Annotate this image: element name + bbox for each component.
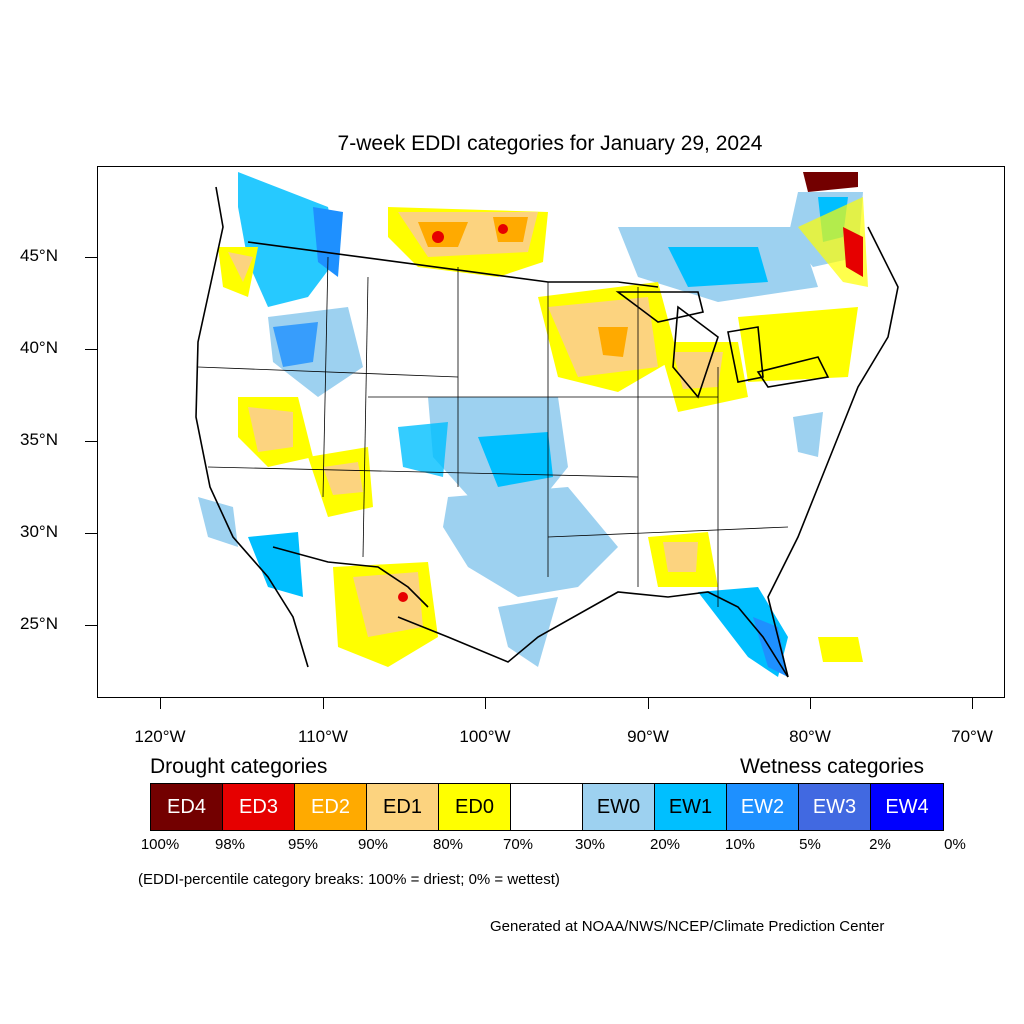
lon-label: 120°W bbox=[134, 727, 186, 746]
percentile-label: 90% bbox=[357, 836, 389, 853]
legend-box-ew3: EW3 bbox=[799, 784, 871, 830]
lon-label: 90°W bbox=[627, 727, 669, 746]
percentile-label: 98% bbox=[214, 836, 246, 853]
map-title: 7-week EDDI categories for January 29, 2… bbox=[337, 132, 763, 155]
lon-tick bbox=[323, 697, 324, 709]
percentile-label: 95% bbox=[287, 836, 319, 853]
eddi-map bbox=[195, 172, 899, 678]
lat-tick bbox=[85, 441, 97, 442]
lon-tick bbox=[485, 697, 486, 709]
percentile-label: 0% bbox=[944, 836, 966, 853]
percentile-label: 80% bbox=[432, 836, 464, 853]
lat-label: 30°N bbox=[20, 522, 58, 541]
lat-label: 40°N bbox=[20, 338, 58, 357]
west-coast bbox=[195, 186, 309, 668]
wetness-regions bbox=[198, 172, 863, 677]
lon-tick bbox=[648, 697, 649, 709]
lon-tick bbox=[972, 697, 973, 709]
legend-box-ew2: EW2 bbox=[727, 784, 799, 830]
wetness-heading: Wetness categories bbox=[740, 755, 925, 778]
lat-label: 35°N bbox=[20, 430, 58, 449]
percentile-label: 100% bbox=[140, 836, 180, 853]
lat-label: 25°N bbox=[20, 614, 58, 633]
lon-tick bbox=[160, 697, 161, 709]
legend-box-ew0: EW0 bbox=[583, 784, 655, 830]
gulf-coast bbox=[397, 591, 789, 678]
legend-box-ed4: ED4 bbox=[151, 784, 223, 830]
legend-box-ed1: ED1 bbox=[367, 784, 439, 830]
drought-regions bbox=[218, 172, 868, 667]
lat-tick bbox=[85, 257, 97, 258]
boundaries bbox=[195, 186, 899, 678]
percentile-note: (EDDI-percentile category breaks: 100% =… bbox=[138, 871, 560, 888]
lon-label: 110°W bbox=[298, 727, 348, 746]
lat-tick bbox=[85, 349, 97, 350]
lat-tick bbox=[85, 533, 97, 534]
legend-box-ew4: EW4 bbox=[871, 784, 943, 830]
lon-label: 70°W bbox=[951, 727, 993, 746]
credit-line: Generated at NOAA/NWS/NCEP/Climate Predi… bbox=[490, 918, 885, 935]
mexico-border bbox=[272, 546, 429, 608]
category-legend: ED4 ED3 ED2 ED1 ED0 EW0 EW1 EW2 EW3 EW4 bbox=[150, 783, 944, 831]
legend-box-ed0: ED0 bbox=[439, 784, 511, 830]
lat-label: 45°N bbox=[20, 246, 58, 265]
percentile-label: 10% bbox=[724, 836, 756, 853]
drought-heading: Drought categories bbox=[150, 755, 328, 778]
percentile-label: 30% bbox=[574, 836, 606, 853]
lon-label: 80°W bbox=[789, 727, 831, 746]
lat-tick bbox=[85, 625, 97, 626]
lon-tick bbox=[810, 697, 811, 709]
legend-box-ew1: EW1 bbox=[655, 784, 727, 830]
percentile-label: 20% bbox=[649, 836, 681, 853]
percentile-label: 70% bbox=[502, 836, 534, 853]
state-lines bbox=[197, 256, 789, 607]
percentile-label: 2% bbox=[869, 836, 891, 853]
legend-box-ed3: ED3 bbox=[223, 784, 295, 830]
map-area bbox=[97, 166, 1005, 698]
east-coast bbox=[767, 226, 899, 678]
legend-box-ed2: ED2 bbox=[295, 784, 367, 830]
legend-box-neutral bbox=[511, 784, 583, 830]
percentile-label: 5% bbox=[799, 836, 821, 853]
canada-border bbox=[247, 241, 659, 288]
pacific-northwest-wet bbox=[238, 172, 338, 307]
lon-label: 100°W bbox=[459, 727, 511, 746]
